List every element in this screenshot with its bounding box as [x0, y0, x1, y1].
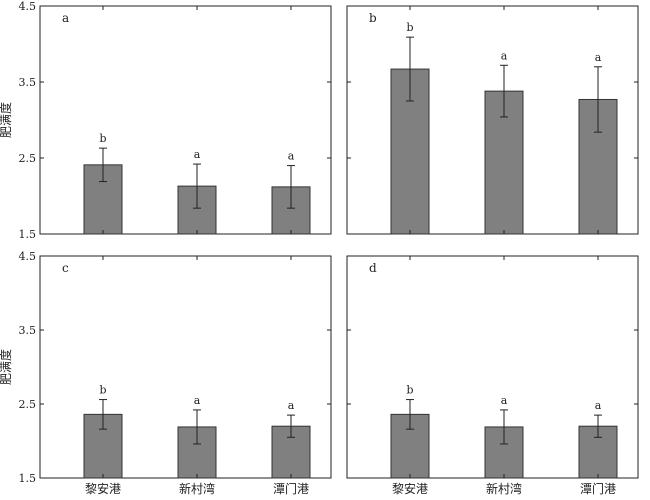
x-category-label: 新村湾	[179, 481, 215, 496]
x-category-label: 黎安港	[392, 481, 428, 496]
x-category-label: 新村湾	[486, 481, 522, 496]
y-tick-label: 1.5	[19, 472, 37, 485]
panel-label: d	[369, 261, 377, 275]
panel-label: b	[369, 11, 377, 25]
significance-label: a	[194, 148, 201, 161]
significance-label: a	[501, 49, 508, 62]
y-tick-label: 3.5	[19, 76, 37, 89]
y-tick-label: 3.5	[19, 324, 37, 337]
x-category-label: 潭门港	[273, 481, 309, 496]
y-axis-label: 肥满度	[0, 349, 13, 385]
significance-label: a	[288, 399, 295, 412]
y-tick-label: 1.5	[19, 228, 37, 241]
significance-label: a	[501, 394, 508, 407]
y-tick-label: 4.5	[19, 250, 37, 263]
y-tick-label: 2.5	[19, 398, 37, 411]
panel-label: c	[62, 261, 69, 275]
significance-label: b	[99, 384, 106, 397]
panel-d: d b 黎安港 a 新村湾 a 潭门港	[346, 255, 639, 496]
significance-label: b	[406, 384, 413, 397]
x-category-label: 黎安港	[85, 481, 121, 496]
panel-label: a	[62, 11, 69, 25]
significance-label: b	[406, 21, 413, 34]
significance-label: a	[288, 150, 295, 163]
x-category-label: 潭门港	[580, 481, 616, 496]
panel-a: a 1.5 2.5 3.5 4.5 肥满度 b a a	[0, 0, 332, 241]
y-axis-label: 肥满度	[0, 102, 13, 138]
significance-label: a	[595, 51, 602, 64]
y-tick-label: 2.5	[19, 152, 37, 165]
significance-label: a	[595, 399, 602, 412]
panel-b: b b a a	[346, 5, 639, 235]
significance-label: a	[194, 394, 201, 407]
y-tick-label: 4.5	[19, 0, 37, 13]
panel-c: c 1.5 2.5 3.5 4.5 肥满度 b 黎安港 a 新村湾 a 潭门港	[0, 250, 332, 496]
significance-label: b	[99, 132, 106, 145]
